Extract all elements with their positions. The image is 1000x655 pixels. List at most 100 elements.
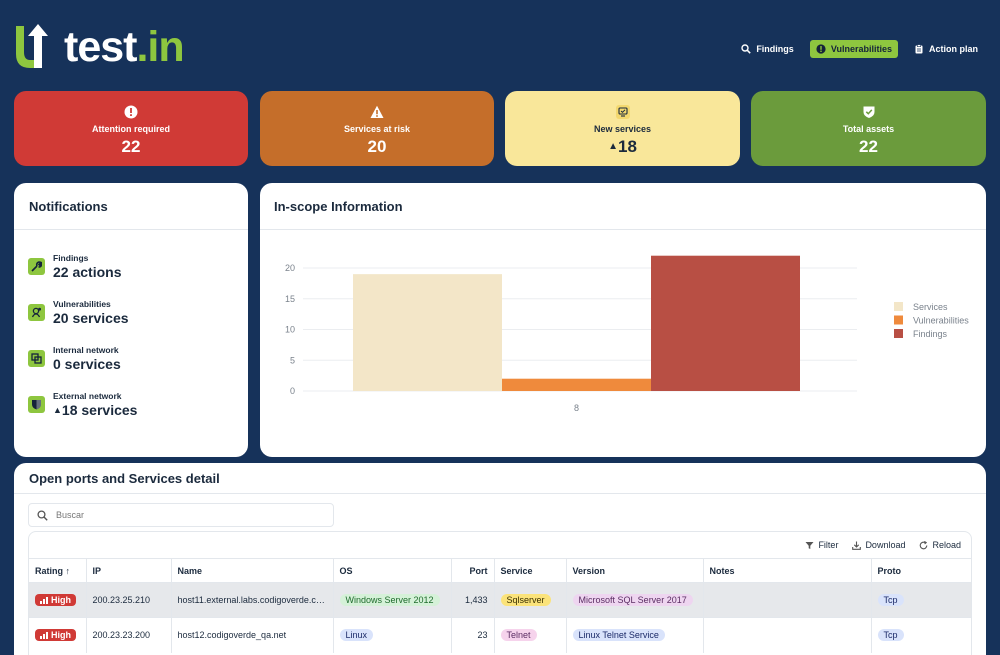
- divider: [14, 493, 986, 494]
- bug-icon: [28, 304, 45, 321]
- legend-label: Findings: [913, 329, 948, 339]
- kpi-value: 20: [367, 137, 387, 156]
- brand-name: test.in: [64, 22, 185, 71]
- search-input[interactable]: [56, 510, 306, 520]
- nav-vulnerabilities[interactable]: Vulnerabilities: [809, 40, 898, 58]
- kpi-attention-required[interactable]: Attention required 22: [14, 91, 248, 166]
- bar-services: [353, 274, 502, 391]
- cell-port: 1,433: [451, 582, 495, 618]
- nav-action-plan-label: Action plan: [929, 44, 978, 54]
- column-header-service[interactable]: Service: [494, 558, 567, 583]
- alert-circle-icon: [124, 105, 138, 119]
- notification-vulnerabilities[interactable]: Vulnerabilities 20 services: [28, 299, 129, 326]
- bar-findings: [651, 255, 800, 391]
- filter-button[interactable]: Filter: [805, 540, 838, 550]
- divider: [14, 229, 248, 230]
- network-icon: [28, 350, 45, 367]
- reload-button[interactable]: Reload: [919, 540, 961, 550]
- notification-label: Vulnerabilities: [53, 299, 111, 309]
- column-header-name[interactable]: Name: [171, 558, 334, 583]
- y-tick-label: 15: [285, 294, 295, 304]
- notification-value-row: ▲18 services: [53, 402, 137, 418]
- table-row[interactable]: High 200.23.25.210 host11.external.labs.…: [29, 582, 971, 618]
- filter-label: Filter: [818, 540, 839, 550]
- trend-up-icon: ▲: [608, 141, 618, 152]
- download-button[interactable]: Download: [852, 540, 905, 550]
- kpi-new-services[interactable]: New services ▲18: [505, 91, 740, 166]
- kpi-value: 18: [617, 137, 637, 156]
- reload-icon: [920, 540, 928, 549]
- kpi-total-assets[interactable]: Total assets 22: [751, 91, 986, 166]
- legend-swatch: [894, 302, 903, 311]
- cell-ip: 200.23.25.210: [86, 582, 172, 618]
- os-tag: Windows Server 2012: [339, 594, 440, 606]
- y-tick-label: 5: [290, 355, 295, 365]
- ports-table-container: Filter Download Reload Rating ↑ IP Name …: [28, 531, 972, 655]
- brand-logo[interactable]: test.in: [12, 22, 185, 72]
- version-tag: Linux Telnet Service: [572, 629, 665, 642]
- rating-badge: High: [35, 629, 76, 642]
- search-box[interactable]: [28, 503, 334, 527]
- bar-vulnerabilities: [502, 378, 651, 391]
- cell-notes: [703, 582, 872, 618]
- trend-up-icon: ▲: [53, 405, 62, 415]
- column-header-os[interactable]: OS: [333, 558, 452, 583]
- signal-bars-icon: [40, 596, 48, 604]
- ports-table: Rating ↑ IP Name OS Port Service Version…: [29, 558, 971, 653]
- kpi-services-at-risk[interactable]: Services at risk 20: [260, 91, 494, 166]
- kpi-value-row: ▲18: [505, 137, 740, 157]
- kpi-label: Attention required: [92, 124, 170, 134]
- nav-action-plan[interactable]: Action plan: [908, 40, 984, 58]
- notification-value: 18 services: [61, 402, 138, 418]
- table-row[interactable]: High 200.23.23.200 host12.codigoverde_qa…: [29, 617, 971, 653]
- reload-label: Reload: [932, 540, 961, 550]
- notification-value: 0 services: [53, 356, 121, 372]
- cell-version: Microsoft SQL Server 2017: [566, 582, 704, 618]
- warning-triangle-icon: [370, 105, 384, 118]
- kpi-label: Total assets: [842, 124, 895, 134]
- cell-version: Linux Telnet Service: [566, 617, 704, 653]
- y-tick-label: 20: [285, 263, 295, 273]
- in-scope-panel: In-scope Information 0 5 10 15 20 8 Services Vu…: [260, 183, 986, 457]
- column-header-rating[interactable]: Rating ↑: [29, 558, 87, 583]
- table-header-row: Rating ↑ IP Name OS Port Service Version…: [29, 558, 971, 583]
- shield-check-icon: [863, 106, 874, 118]
- notification-external-network[interactable]: External network ▲18 services: [28, 391, 137, 418]
- column-header-port[interactable]: Port: [451, 558, 495, 583]
- filter-icon: [805, 541, 814, 549]
- cell-rating: High: [29, 617, 87, 653]
- column-header-proto[interactable]: Proto: [871, 558, 971, 583]
- kpi-value: 22: [121, 137, 141, 156]
- notifications-panel: Notifications Findings 22 actions Vulner…: [14, 183, 248, 457]
- cell-service: Telnet: [494, 617, 567, 653]
- wrench-icon: [28, 258, 45, 275]
- cell-os: Linux: [333, 617, 452, 653]
- cell-name: host12.codigoverde_qa.net: [171, 617, 334, 653]
- cell-port: 23: [451, 617, 495, 653]
- x-tick-label: 8: [574, 403, 579, 413]
- column-header-notes[interactable]: Notes: [703, 558, 872, 583]
- y-tick-label: 10: [285, 325, 295, 335]
- y-tick-label: 0: [290, 386, 295, 396]
- service-tag: Sqlserver: [500, 594, 551, 606]
- sort-asc-icon: ↑: [65, 565, 71, 576]
- nav-findings-label: Findings: [756, 44, 794, 54]
- version-tag: Microsoft SQL Server 2017: [572, 594, 693, 606]
- cell-ip: 200.23.23.200: [86, 617, 172, 653]
- proto-tag: Tcp: [877, 629, 904, 642]
- notification-findings[interactable]: Findings 22 actions: [28, 253, 121, 280]
- column-header-ip[interactable]: IP: [86, 558, 172, 583]
- notification-internal-network[interactable]: Internal network 0 services: [28, 345, 121, 372]
- column-header-version[interactable]: Version: [566, 558, 704, 583]
- notification-label: External network: [53, 391, 122, 401]
- divider: [260, 229, 986, 230]
- cell-os: Windows Server 2012: [333, 582, 452, 618]
- nav-findings[interactable]: Findings: [735, 40, 800, 58]
- notification-label: Findings: [53, 253, 89, 263]
- alert-circle-icon: [816, 44, 826, 54]
- notification-label: Internal network: [53, 345, 119, 355]
- cell-proto: Tcp: [871, 582, 971, 618]
- cell-name: host11.external.labs.codigoverde.com: [171, 582, 334, 618]
- clipboard-icon: [915, 44, 923, 54]
- service-tag: Telnet: [500, 629, 537, 642]
